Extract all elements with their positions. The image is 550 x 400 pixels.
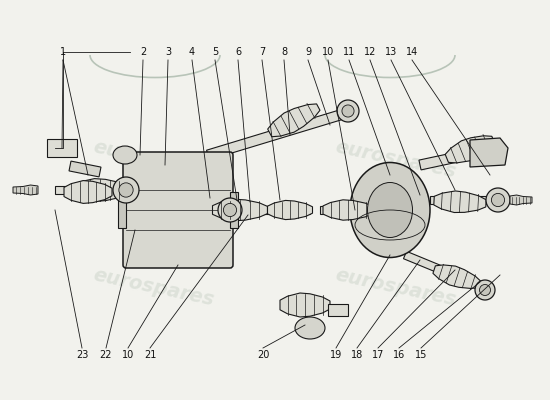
Text: 6: 6 — [235, 47, 241, 57]
Ellipse shape — [113, 146, 137, 164]
Text: 4: 4 — [189, 47, 195, 57]
Text: 1: 1 — [60, 47, 66, 57]
Polygon shape — [434, 191, 486, 212]
Polygon shape — [323, 200, 373, 220]
Circle shape — [218, 198, 242, 222]
Polygon shape — [55, 186, 113, 194]
Text: 15: 15 — [415, 350, 427, 360]
Polygon shape — [212, 199, 267, 221]
Bar — [47, 139, 77, 157]
Text: 21: 21 — [144, 350, 156, 360]
Polygon shape — [404, 251, 492, 294]
Polygon shape — [268, 104, 320, 137]
Polygon shape — [510, 195, 532, 205]
Polygon shape — [69, 161, 101, 177]
Circle shape — [119, 183, 133, 197]
Ellipse shape — [367, 182, 412, 238]
Text: 13: 13 — [385, 47, 397, 57]
Text: 17: 17 — [372, 350, 384, 360]
Circle shape — [491, 193, 504, 206]
Text: eurospares: eurospares — [92, 138, 216, 182]
Text: 11: 11 — [343, 47, 355, 57]
Text: 7: 7 — [259, 47, 265, 57]
Polygon shape — [419, 145, 491, 170]
Polygon shape — [207, 110, 342, 160]
Circle shape — [480, 284, 491, 296]
Ellipse shape — [350, 162, 430, 258]
Text: 23: 23 — [76, 350, 88, 360]
Polygon shape — [242, 206, 310, 214]
FancyBboxPatch shape — [123, 152, 233, 268]
Circle shape — [337, 100, 359, 122]
Text: eurospares: eurospares — [334, 138, 458, 182]
Text: 22: 22 — [100, 350, 112, 360]
Circle shape — [223, 203, 236, 217]
Text: 10: 10 — [322, 47, 334, 57]
Text: 10: 10 — [122, 350, 134, 360]
Polygon shape — [430, 196, 500, 204]
Text: 18: 18 — [351, 350, 363, 360]
Bar — [328, 304, 348, 316]
Text: 9: 9 — [305, 47, 311, 57]
Text: eurospares: eurospares — [92, 266, 216, 310]
Circle shape — [342, 105, 354, 117]
Polygon shape — [320, 206, 350, 214]
Polygon shape — [64, 181, 112, 203]
Text: 14: 14 — [406, 47, 418, 57]
Text: 12: 12 — [364, 47, 376, 57]
Text: 19: 19 — [330, 350, 342, 360]
Text: eurospares: eurospares — [334, 266, 458, 310]
Circle shape — [475, 280, 495, 300]
Text: 5: 5 — [212, 47, 218, 57]
Circle shape — [486, 188, 510, 212]
Circle shape — [113, 177, 139, 203]
Text: 2: 2 — [140, 47, 146, 57]
Text: 3: 3 — [165, 47, 171, 57]
Bar — [230, 192, 238, 228]
Polygon shape — [267, 200, 312, 220]
Ellipse shape — [295, 317, 325, 339]
Polygon shape — [433, 265, 481, 288]
Polygon shape — [280, 293, 330, 317]
Text: 8: 8 — [281, 47, 287, 57]
Polygon shape — [73, 178, 128, 202]
Polygon shape — [445, 136, 494, 163]
Text: 20: 20 — [257, 350, 269, 360]
Bar — [118, 192, 126, 228]
Text: 16: 16 — [393, 350, 405, 360]
Polygon shape — [470, 138, 508, 167]
Polygon shape — [13, 185, 38, 195]
